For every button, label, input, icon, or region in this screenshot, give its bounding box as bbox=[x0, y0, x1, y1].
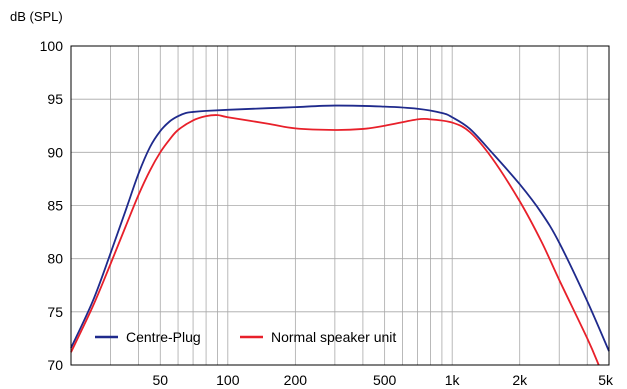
x-tick-label: 50 bbox=[152, 372, 168, 388]
x-tick-label: 5k bbox=[598, 372, 614, 388]
x-tick-label: 500 bbox=[373, 372, 397, 388]
legend-label: Centre-Plug bbox=[126, 329, 201, 345]
x-tick-labels: 50 100 200 500 1k 2k 5k bbox=[152, 372, 613, 388]
y-tick-label: 85 bbox=[47, 198, 63, 214]
legend-label: Normal speaker unit bbox=[271, 329, 396, 345]
series-line-normal-speaker-unit bbox=[70, 114, 600, 366]
legend: Centre-Plug Normal speaker unit bbox=[95, 329, 396, 345]
y-tick-label: 90 bbox=[47, 144, 63, 160]
y-tick-label: 70 bbox=[47, 357, 63, 373]
y-tick-label: 100 bbox=[40, 38, 64, 54]
y-tick-label: 80 bbox=[47, 251, 63, 267]
x-tick-label: 1k bbox=[445, 372, 461, 388]
y-tick-label: 95 bbox=[47, 91, 63, 107]
x-tick-label: 2k bbox=[512, 372, 528, 388]
series-line-centre-plug bbox=[70, 104, 610, 352]
series-lines bbox=[70, 104, 610, 366]
x-tick-label: 100 bbox=[216, 372, 240, 388]
y-axis-label: dB (SPL) bbox=[10, 9, 63, 24]
x-tick-label: 200 bbox=[284, 372, 308, 388]
y-tick-labels: 70 75 80 85 90 95 100 bbox=[40, 38, 64, 373]
plot-frame bbox=[70, 45, 610, 366]
grid bbox=[71, 46, 609, 365]
y-tick-label: 75 bbox=[47, 304, 63, 320]
